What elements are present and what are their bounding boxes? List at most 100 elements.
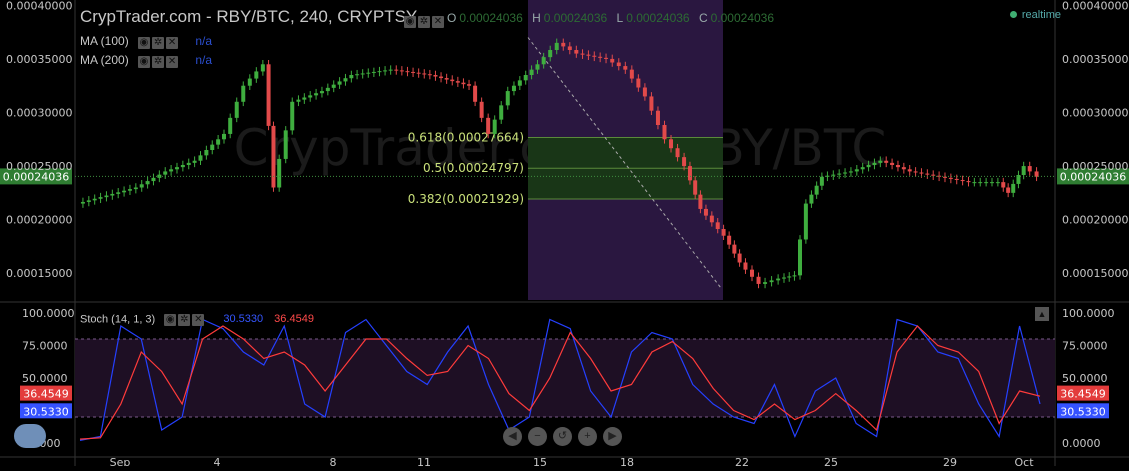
candle-body	[355, 74, 360, 76]
candle-body	[803, 203, 808, 240]
scroll-right-icon[interactable]: ▶	[603, 427, 622, 446]
candle-body	[186, 162, 191, 165]
candle-body	[247, 78, 252, 86]
gear-icon[interactable]: ✲	[418, 16, 430, 28]
zoom-in-icon[interactable]: +	[578, 427, 597, 446]
gear-icon[interactable]: ✲	[178, 314, 191, 326]
chart-navigation: ◀ − ↺ + ▶	[503, 426, 628, 446]
y-tick-label: 0.00015000	[6, 267, 72, 280]
candle-body	[703, 208, 708, 216]
y-tick-label: 0.00020000	[1062, 214, 1128, 227]
candle-body	[831, 174, 836, 176]
y-tick-label: 0.00035000	[6, 53, 72, 66]
candle-body	[1016, 175, 1021, 184]
candle-body	[1021, 166, 1026, 175]
candle-body	[698, 194, 703, 209]
candle-body	[675, 148, 680, 158]
stoch-header[interactable]: Stoch (14, 1, 3) ◉ ✲ ✕ 30.5330 36.4549	[80, 313, 314, 326]
fib-label: 0.382(0.00021929)	[408, 192, 524, 206]
stoch-tick-label: 75.0000	[22, 340, 68, 353]
eye-icon[interactable]: ◉	[404, 16, 416, 28]
candle-body	[727, 235, 732, 245]
candle-body	[133, 187, 138, 190]
cloud-icon[interactable]	[14, 424, 46, 448]
zoom-out-icon[interactable]: −	[528, 427, 547, 446]
candle-body	[529, 69, 534, 75]
x-tick-label: Oct	[1014, 456, 1034, 466]
candle-body	[895, 165, 900, 168]
close-icon[interactable]: ✕	[166, 56, 179, 69]
candle-body	[669, 139, 674, 149]
candle-body	[682, 157, 687, 167]
candle-body	[972, 182, 977, 184]
ma100-buttons: ◉ ✲ ✕	[138, 34, 180, 50]
close-icon[interactable]: ✕	[432, 16, 444, 28]
x-tick-label: 11	[417, 456, 431, 466]
y-tick-label: 0.00015000	[1062, 267, 1128, 280]
y-tick-label: 0.00040000	[1062, 0, 1128, 12]
stoch-tick-label: 100.0000	[1062, 307, 1115, 320]
candle-body	[308, 95, 313, 98]
candle-body	[1006, 187, 1011, 193]
x-tick-label: Sep	[110, 456, 131, 466]
x-tick-label: 15	[533, 456, 547, 466]
scroll-left-icon[interactable]: ◀	[503, 427, 522, 446]
candle-body	[139, 184, 144, 188]
candle-body	[110, 193, 115, 196]
gear-icon[interactable]: ✲	[152, 56, 165, 69]
candle-body	[439, 76, 444, 79]
gear-icon[interactable]: ✲	[152, 37, 165, 50]
candle-body	[837, 173, 842, 175]
candle-body	[473, 85, 478, 102]
candle-body	[907, 169, 912, 172]
candle-body	[192, 160, 197, 163]
title-buttons: ◉ ✲ ✕	[404, 11, 446, 29]
stoch-series-line	[79, 325, 1041, 440]
stoch-value-tag	[20, 385, 72, 401]
candle-body	[80, 201, 85, 204]
stoch-k-value: 30.5330	[223, 313, 264, 326]
candle-body	[366, 72, 371, 74]
candle-body	[623, 66, 628, 70]
candle-body	[174, 167, 179, 170]
candle-body	[604, 57, 609, 59]
realtime-indicator[interactable]: realtime	[1009, 9, 1061, 21]
candle-body	[271, 125, 276, 188]
candle-body	[843, 172, 848, 174]
candle-body	[860, 167, 865, 170]
indicator-ma200[interactable]: MA (200) ◉ ✲ ✕ n/a	[80, 53, 212, 69]
candle-body	[314, 93, 319, 96]
x-tick-label: 22	[735, 456, 749, 466]
ohlc-low-label: L	[616, 11, 624, 25]
candle-body	[234, 101, 239, 118]
arrow-up-icon[interactable]: ▲	[1035, 307, 1049, 321]
candle-body	[151, 177, 156, 182]
close-icon[interactable]: ✕	[166, 37, 179, 50]
x-tick-label: 18	[620, 456, 634, 466]
candle-body	[598, 56, 603, 58]
ma100-value: n/a	[195, 34, 213, 48]
candle-body	[405, 71, 410, 73]
candle-body	[180, 165, 185, 168]
indicator-ma100[interactable]: MA (100) ◉ ✲ ✕ n/a	[80, 34, 213, 50]
realtime-dot-icon	[1009, 11, 1017, 18]
candle-body	[228, 117, 233, 134]
eye-icon[interactable]: ◉	[138, 37, 151, 50]
eye-icon[interactable]: ◉	[138, 56, 151, 69]
candle-body	[872, 162, 877, 165]
candle-body	[798, 239, 802, 276]
candle-body	[377, 71, 382, 73]
stoch-value-label: 30.5330	[23, 405, 69, 418]
eye-icon[interactable]: ◉	[164, 314, 177, 326]
candle-body	[966, 181, 971, 183]
stoch-tick-label: 50.0000	[1062, 372, 1108, 385]
candle-body	[210, 144, 215, 150]
reset-icon[interactable]: ↺	[553, 427, 572, 446]
close-icon[interactable]: ✕	[192, 314, 205, 326]
candle-body	[388, 69, 393, 71]
candle-body	[866, 165, 871, 168]
candle-body	[290, 101, 295, 131]
candle-body	[616, 62, 621, 67]
